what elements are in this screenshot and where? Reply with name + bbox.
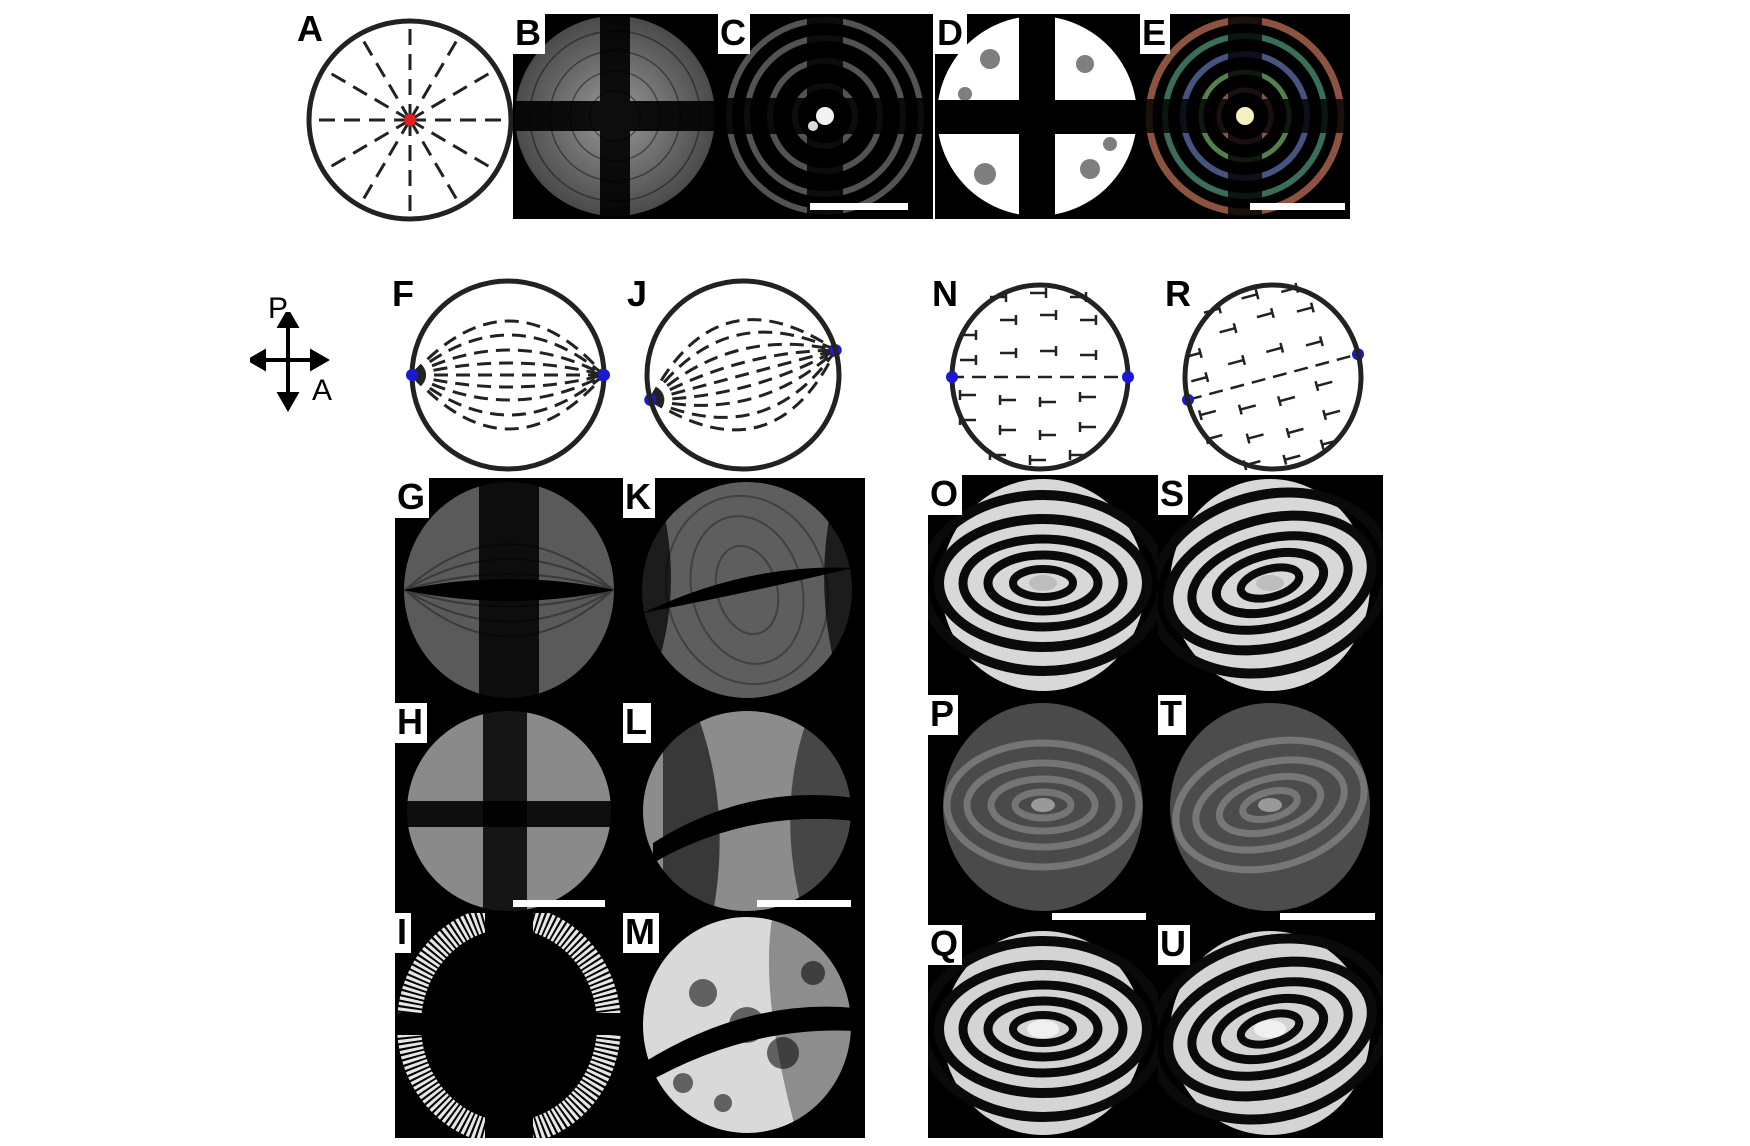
simulated-texture-g [403, 478, 615, 703]
panel-l: L [623, 703, 865, 913]
panel-label: G [395, 478, 430, 518]
color-texture-e [1140, 14, 1350, 219]
experimental-texture-c [718, 14, 933, 219]
panel-label: I [395, 913, 412, 953]
tilted-bipolar-diagram-j [644, 278, 842, 472]
panel-d: D [935, 14, 1140, 219]
panel-label: A [297, 8, 323, 49]
binary-texture-m [643, 913, 865, 1138]
panel-label: U [1158, 925, 1190, 965]
scale-bar [1280, 913, 1375, 920]
panel-label: P [928, 695, 959, 735]
twisted-bipolar-diagram-n [946, 282, 1134, 472]
panel-b: B [513, 14, 718, 219]
panel-n: N [930, 275, 1150, 475]
panel-label: R [1165, 273, 1191, 314]
panel-h: H [395, 703, 623, 913]
radial-defect-point [404, 114, 416, 126]
boojum-left [406, 369, 418, 381]
panel-r: R [1163, 275, 1383, 475]
simulated-texture-b [513, 14, 718, 219]
panel-o: O [928, 475, 1158, 695]
panel-a: A [295, 10, 525, 230]
radial-director-diagram [306, 18, 514, 222]
panel-label: D [935, 14, 967, 54]
analyzer-label: A [312, 374, 333, 407]
tilted-twisted-diagram-r [1181, 282, 1365, 472]
binary-texture-i [395, 913, 623, 1138]
panel-u: U [1158, 925, 1383, 1138]
panel-e: E [1140, 14, 1350, 219]
panel-t: T [1158, 695, 1383, 925]
panel-label: O [928, 475, 963, 515]
experimental-texture-t [1170, 703, 1370, 911]
panel-label: M [623, 913, 659, 953]
scale-bar [1250, 203, 1345, 210]
scale-bar [1052, 913, 1146, 920]
panel-label: S [1158, 475, 1189, 515]
computed-texture-u [1158, 931, 1383, 1135]
experimental-texture-p [943, 703, 1143, 911]
panel-q: Q [928, 925, 1158, 1138]
panel-label: N [932, 273, 958, 314]
panel-label: E [1140, 14, 1171, 54]
panel-label: F [392, 273, 414, 314]
simulated-texture-o [928, 479, 1158, 691]
panel-label: T [1158, 695, 1186, 735]
binary-texture-d [935, 14, 1140, 219]
computed-texture-q [928, 931, 1158, 1135]
panel-f: F [390, 275, 620, 475]
panel-p: P [928, 695, 1158, 925]
panel-label: Q [928, 925, 963, 965]
bipolar-director-diagram-f [406, 278, 610, 472]
panel-i: I [395, 913, 623, 1138]
simulated-texture-s [1158, 479, 1383, 691]
polarizer-analyzer-compass: P A [245, 292, 350, 413]
panel-j: J [625, 275, 855, 475]
scale-bar [513, 900, 605, 907]
polarizer-label: P [268, 292, 289, 325]
experimental-texture-l [643, 703, 855, 913]
experimental-texture-h [395, 703, 623, 913]
boojum-right [598, 369, 610, 381]
scale-bar [757, 900, 851, 907]
panel-s: S [1158, 475, 1383, 695]
panel-g: G [395, 478, 623, 703]
panel-label: B [513, 14, 545, 54]
panel-c: C [718, 14, 933, 219]
panel-k: K [623, 478, 865, 703]
scale-bar [810, 203, 908, 210]
simulated-texture-k [623, 478, 865, 703]
panel-m: M [623, 913, 865, 1138]
panel-label: L [623, 703, 651, 743]
crossed-arrows-icon [245, 307, 331, 413]
panel-label: C [718, 14, 750, 54]
panel-label: H [395, 703, 427, 743]
panel-label: J [627, 273, 648, 314]
panel-label: K [623, 478, 655, 518]
